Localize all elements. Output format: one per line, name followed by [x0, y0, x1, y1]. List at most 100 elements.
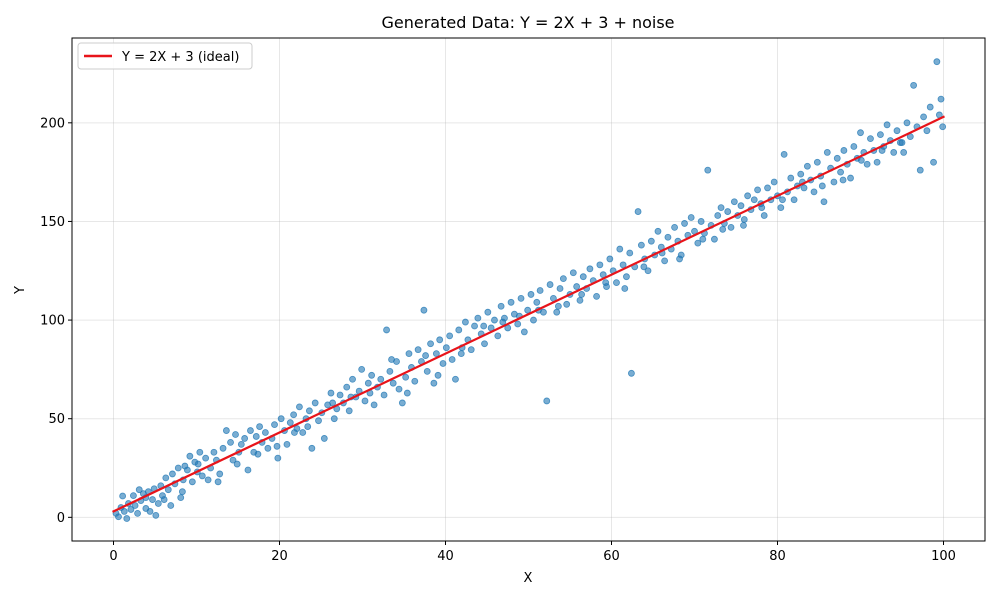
scatter-point [640, 263, 648, 271]
scatter-point [623, 273, 630, 281]
scatter-point [296, 403, 303, 411]
scatter-point [277, 415, 285, 423]
scatter-point [926, 103, 934, 111]
scatter-point [543, 397, 551, 405]
scatter-point [754, 186, 761, 194]
y-axis-label: Y [13, 286, 28, 295]
scatter-point [448, 356, 456, 363]
scatter-point [857, 156, 865, 164]
scatter-point [358, 365, 366, 373]
scatter-point [291, 429, 298, 436]
scatter-point [115, 513, 122, 521]
scatter-point [422, 352, 429, 359]
scatter-point [120, 508, 128, 515]
scatter-point [803, 162, 811, 170]
scatter-point [616, 245, 624, 253]
scatter-point [628, 369, 635, 377]
scatter-point [439, 360, 447, 367]
scatter-point [903, 119, 911, 127]
scatter-point [647, 237, 655, 245]
scatter-point [330, 415, 338, 423]
plot-frame [71, 37, 986, 542]
scatter-point [315, 417, 322, 425]
scatter-point [380, 391, 388, 399]
scatter-point [893, 127, 901, 135]
scatter-point [336, 391, 344, 399]
scatter-point [606, 255, 614, 263]
scatter-point [494, 332, 502, 340]
scatter-point [329, 399, 337, 407]
y-tick-label: 150 [40, 215, 65, 230]
scatter-point [837, 168, 844, 176]
scatter-point [563, 300, 571, 308]
scatter-point [135, 486, 143, 494]
scatter-point [383, 326, 390, 334]
scatter-point [573, 283, 581, 290]
chart-title: Generated Data: Y = 2X + 3 + noise [381, 13, 674, 32]
scatter-point [119, 492, 127, 500]
scatter-point [621, 285, 629, 292]
scatter-point [202, 454, 210, 462]
scatter-point [750, 196, 758, 204]
ideal-line [112, 115, 945, 513]
scatter-point [727, 223, 735, 231]
scatter-point [256, 423, 263, 430]
scatter-point [194, 460, 202, 468]
scatter-point [233, 460, 241, 468]
scatter-point [423, 367, 431, 375]
scatter-point [740, 216, 748, 223]
x-tick-label: 60 [603, 549, 620, 564]
scatter-point [730, 198, 738, 206]
scatter-point [395, 385, 403, 393]
scatter-point [164, 486, 172, 494]
scatter-point [780, 150, 788, 158]
axis-ticks: 0 20 40 60 80 100 0 50 100 150 200 [40, 116, 956, 564]
scatter-point [398, 399, 406, 407]
scatter-point [890, 149, 898, 156]
scatter-point [877, 131, 884, 139]
legend: Y = 2X + 3 (ideal) [77, 42, 253, 70]
scatter-point [167, 502, 175, 509]
scatter-point [414, 346, 422, 354]
x-tick-label: 100 [931, 549, 956, 564]
scatter-point [149, 496, 156, 503]
scatter-point [527, 291, 535, 298]
scatter-point [305, 407, 313, 415]
scatter-point [222, 427, 230, 434]
scatter-point [933, 58, 941, 66]
scatter-point [178, 488, 186, 496]
scatter-point [694, 239, 702, 247]
scatter-point [304, 423, 312, 430]
scatter-point [654, 227, 662, 235]
scatter-point [900, 149, 908, 156]
legend-entry-label: Y = 2X + 3 (ideal) [121, 50, 239, 65]
scatter-point [593, 292, 600, 300]
scatter-point [452, 375, 459, 383]
scatter-point [389, 379, 397, 387]
scatter-point [327, 389, 335, 397]
scatter-point [770, 178, 778, 186]
scatter-point [241, 435, 249, 442]
scatter-point [232, 431, 239, 438]
scatter-point [252, 433, 260, 440]
scatter-point [436, 336, 444, 344]
scatter-point [787, 174, 795, 182]
scatter-point [878, 147, 886, 154]
scatter-point [613, 279, 620, 287]
scatter-point [227, 438, 234, 446]
scatter-point [883, 121, 891, 129]
grid-lines [72, 38, 985, 541]
scatter-point [152, 511, 160, 519]
scatter-point [833, 154, 841, 162]
scatter-point [290, 411, 298, 419]
scatter-point [644, 267, 652, 275]
scatter-point [271, 421, 278, 429]
scatter-point [704, 166, 712, 174]
scatter-point [123, 515, 131, 522]
scatter-point [939, 123, 947, 131]
scatter-point [210, 448, 218, 456]
scatter-point [130, 492, 137, 500]
scatter-point [442, 344, 450, 352]
scatter-point [724, 208, 732, 215]
